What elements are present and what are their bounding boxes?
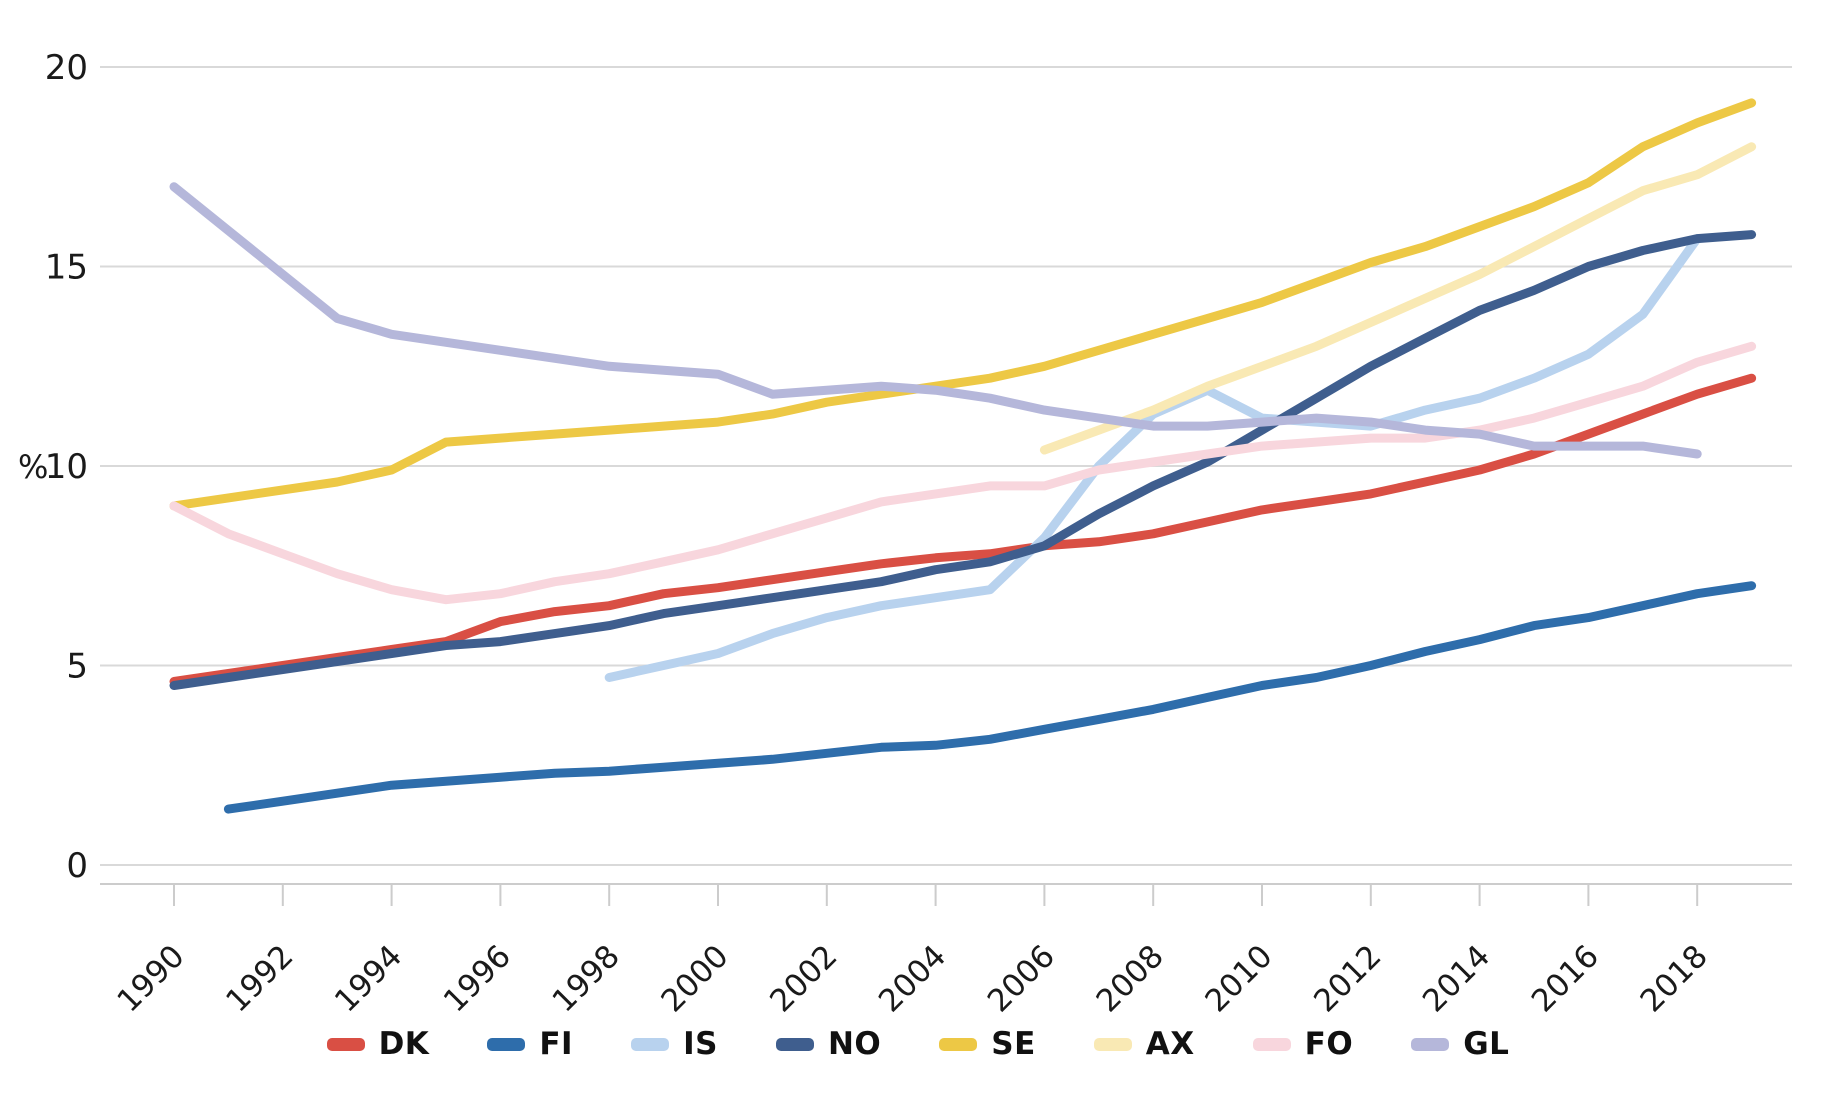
legend-label-no: NO — [827, 1026, 882, 1062]
chart-legend: DK FI IS NO SE AX FO GL — [0, 1026, 1836, 1062]
legend-item-no: NO — [775, 1026, 882, 1062]
legend-swatch-fi — [487, 1037, 526, 1051]
series-line-AX — [1039, 142, 1757, 455]
x-tick-label-1994: 1994 — [328, 938, 409, 1019]
legend-label-gl: GL — [1463, 1026, 1510, 1062]
series-line-FO — [169, 341, 1757, 605]
x-tick-label-1992: 1992 — [219, 938, 300, 1019]
y-tick-label-20: 20 — [45, 48, 88, 88]
legend-item-se: SE — [939, 1026, 1036, 1062]
legend-item-gl: GL — [1411, 1026, 1509, 1062]
legend-label-se: SE — [991, 1026, 1036, 1062]
legend-item-dk: DK — [326, 1026, 430, 1062]
legend-label-fi: FI — [539, 1026, 574, 1062]
legend-swatch-se — [939, 1037, 978, 1051]
legend-item-fi: FI — [487, 1026, 573, 1062]
legend-item-fo: FO — [1252, 1026, 1354, 1062]
x-tick-label-1996: 1996 — [437, 938, 518, 1019]
y-tick-label-5: 5 — [66, 647, 88, 687]
x-tick-label-2002: 2002 — [763, 938, 844, 1019]
legend-label-is: IS — [683, 1026, 718, 1062]
y-tick-label-15: 15 — [45, 248, 88, 288]
legend-label-dk: DK — [378, 1026, 430, 1062]
x-tick-label-2000: 2000 — [654, 938, 735, 1019]
series-line-SE — [169, 98, 1757, 511]
legend-swatch-is — [631, 1037, 670, 1051]
x-tick-label-2010: 2010 — [1198, 938, 1279, 1019]
series-line-FI — [223, 581, 1757, 814]
y-axis-unit-label: % — [18, 448, 48, 486]
legend-swatch-fo — [1252, 1037, 1291, 1051]
legend-item-ax: AX — [1093, 1026, 1195, 1062]
legend-swatch-no — [775, 1037, 814, 1051]
x-tick-label-1990: 1990 — [110, 938, 191, 1019]
legend-label-fo: FO — [1304, 1026, 1354, 1062]
y-tick-label-10: 10 — [45, 447, 88, 487]
x-tick-label-2016: 2016 — [1525, 938, 1606, 1019]
y-tick-label-0: 0 — [66, 846, 88, 886]
x-tick-label-2014: 2014 — [1416, 938, 1497, 1019]
legend-item-is: IS — [631, 1026, 718, 1062]
x-tick-label-2006: 2006 — [981, 938, 1062, 1019]
x-tick-label-2004: 2004 — [872, 938, 953, 1019]
x-tick-label-1998: 1998 — [546, 938, 627, 1019]
legend-swatch-dk — [326, 1037, 365, 1051]
x-tick-label-2012: 2012 — [1307, 938, 1388, 1019]
x-tick-label-2008: 2008 — [1090, 938, 1171, 1019]
x-tick-label-2018: 2018 — [1634, 938, 1715, 1019]
legend-swatch-gl — [1411, 1037, 1450, 1051]
series-line-GL — [169, 182, 1702, 459]
legend-label-ax: AX — [1145, 1026, 1195, 1062]
series-line-NO — [169, 230, 1757, 690]
legend-swatch-ax — [1093, 1037, 1132, 1051]
